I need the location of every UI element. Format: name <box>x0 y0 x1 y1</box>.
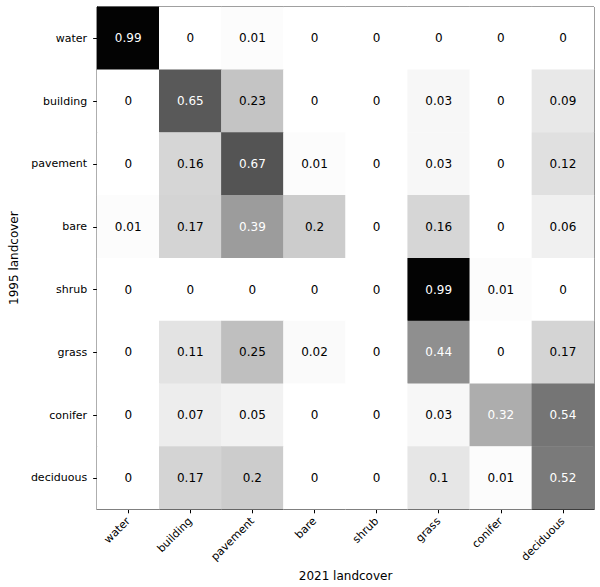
svg-text:0.67: 0.67 <box>239 157 266 171</box>
svg-text:0.17: 0.17 <box>550 345 577 359</box>
svg-text:0.23: 0.23 <box>239 94 266 108</box>
svg-text:0.01: 0.01 <box>487 283 514 297</box>
svg-text:0: 0 <box>124 283 132 297</box>
svg-text:0: 0 <box>311 471 319 485</box>
svg-text:0: 0 <box>497 345 505 359</box>
svg-text:0.16: 0.16 <box>425 220 452 234</box>
svg-text:0: 0 <box>559 31 567 45</box>
svg-text:0.03: 0.03 <box>425 157 452 171</box>
svg-text:0.1: 0.1 <box>429 471 448 485</box>
svg-text:0.06: 0.06 <box>550 220 577 234</box>
svg-text:0: 0 <box>373 31 381 45</box>
svg-text:0: 0 <box>124 471 132 485</box>
svg-text:deciduous: deciduous <box>31 471 88 484</box>
svg-text:0: 0 <box>373 220 381 234</box>
svg-text:0.12: 0.12 <box>550 157 577 171</box>
svg-text:0.01: 0.01 <box>301 157 328 171</box>
svg-text:0.54: 0.54 <box>550 408 577 422</box>
svg-text:0: 0 <box>186 283 194 297</box>
svg-text:water: water <box>101 514 133 546</box>
svg-text:conifer: conifer <box>469 514 505 550</box>
svg-text:0: 0 <box>373 157 381 171</box>
svg-text:0.01: 0.01 <box>115 220 142 234</box>
svg-text:0.17: 0.17 <box>177 220 204 234</box>
svg-text:1995 landcover: 1995 landcover <box>7 211 21 305</box>
svg-text:0: 0 <box>373 94 381 108</box>
svg-text:0: 0 <box>435 31 443 45</box>
svg-text:conifer: conifer <box>49 409 87 422</box>
svg-text:pavement: pavement <box>31 157 87 170</box>
svg-text:0.2: 0.2 <box>243 471 262 485</box>
svg-text:0: 0 <box>311 94 319 108</box>
svg-text:0.52: 0.52 <box>550 471 577 485</box>
svg-text:0: 0 <box>124 157 132 171</box>
svg-text:0: 0 <box>311 31 319 45</box>
svg-text:0: 0 <box>186 31 194 45</box>
svg-text:0.17: 0.17 <box>177 471 204 485</box>
svg-text:0: 0 <box>373 283 381 297</box>
svg-text:building: building <box>43 95 87 108</box>
svg-text:0.11: 0.11 <box>177 345 204 359</box>
svg-text:2021 landcover: 2021 landcover <box>299 569 393 583</box>
svg-text:0.25: 0.25 <box>239 345 266 359</box>
svg-text:building: building <box>155 515 195 555</box>
svg-text:0.99: 0.99 <box>115 31 142 45</box>
svg-text:0.01: 0.01 <box>239 31 266 45</box>
svg-text:pavement: pavement <box>208 514 257 563</box>
svg-text:shrub: shrub <box>56 283 87 296</box>
svg-text:0: 0 <box>373 471 381 485</box>
svg-text:grass: grass <box>413 515 443 545</box>
svg-text:0.05: 0.05 <box>239 408 266 422</box>
svg-text:water: water <box>56 32 88 45</box>
svg-text:0.02: 0.02 <box>301 345 328 359</box>
svg-text:0: 0 <box>497 220 505 234</box>
svg-text:bare: bare <box>62 220 87 233</box>
svg-text:0.2: 0.2 <box>305 220 324 234</box>
svg-text:0: 0 <box>497 94 505 108</box>
svg-text:0: 0 <box>311 408 319 422</box>
svg-text:0.32: 0.32 <box>487 408 514 422</box>
svg-text:0: 0 <box>311 283 319 297</box>
svg-text:0.01: 0.01 <box>487 471 514 485</box>
svg-text:shrub: shrub <box>350 515 381 546</box>
svg-text:0.99: 0.99 <box>425 283 452 297</box>
svg-text:bare: bare <box>292 515 319 542</box>
svg-text:0: 0 <box>373 345 381 359</box>
svg-text:0: 0 <box>497 157 505 171</box>
svg-text:0: 0 <box>124 345 132 359</box>
svg-text:0.03: 0.03 <box>425 94 452 108</box>
svg-text:0: 0 <box>124 408 132 422</box>
svg-text:deciduous: deciduous <box>519 515 568 564</box>
svg-text:0: 0 <box>373 408 381 422</box>
svg-text:grass: grass <box>57 346 87 359</box>
svg-text:0.16: 0.16 <box>177 157 204 171</box>
svg-text:0: 0 <box>249 283 257 297</box>
svg-text:0.39: 0.39 <box>239 220 266 234</box>
svg-text:0.65: 0.65 <box>177 94 204 108</box>
svg-text:0: 0 <box>559 283 567 297</box>
svg-text:0.07: 0.07 <box>177 408 204 422</box>
svg-text:0.09: 0.09 <box>550 94 577 108</box>
svg-text:0.03: 0.03 <box>425 408 452 422</box>
svg-text:0.44: 0.44 <box>425 345 452 359</box>
svg-text:0: 0 <box>497 31 505 45</box>
svg-text:0: 0 <box>124 94 132 108</box>
